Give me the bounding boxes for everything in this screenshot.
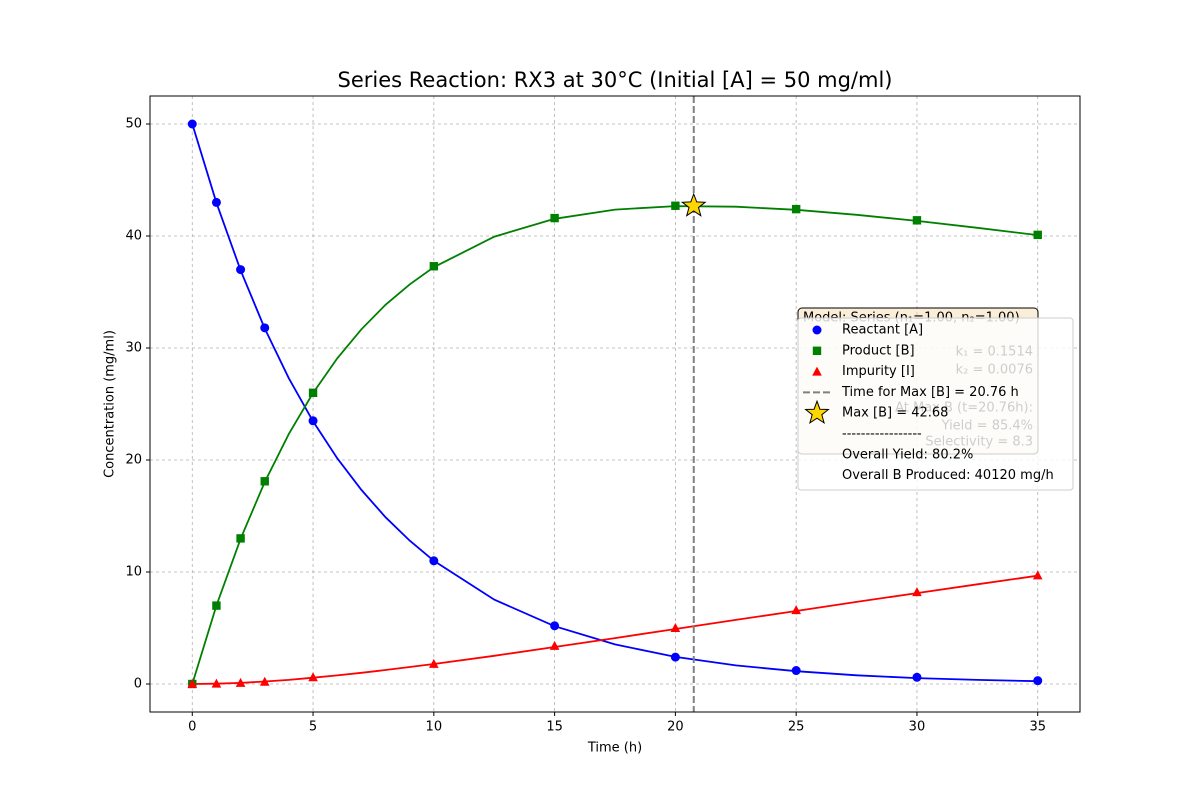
legend-note: Overall Yield: 80.2% — [842, 447, 973, 462]
marker-circle — [550, 621, 560, 631]
y-tick-label: 40 — [125, 229, 142, 244]
legend-label: Reactant [A] — [842, 323, 923, 338]
marker-square — [791, 204, 801, 214]
marker-square — [912, 216, 922, 225]
marker-triangle — [187, 679, 198, 688]
marker-square — [308, 388, 318, 397]
marker-triangle — [812, 366, 822, 376]
marker-circle — [791, 666, 801, 676]
marker-triangle — [912, 587, 922, 597]
legend-note: Overall B Produced: 40120 mg/h — [842, 468, 1054, 483]
marker-square — [812, 346, 822, 355]
plot-frame — [149, 95, 1081, 713]
marker-circle — [187, 119, 197, 129]
marker-circle — [670, 652, 680, 662]
marker-square — [429, 262, 439, 271]
x-axis-label: Time (h) — [587, 741, 642, 756]
marker-circle — [912, 672, 922, 682]
marker-triangle — [1032, 570, 1043, 580]
y-tick-label: 30 — [125, 341, 142, 356]
y-tick-label: 50 — [125, 117, 142, 132]
y-axis-label: Concentration (mg/ml) — [103, 330, 118, 478]
legend-note: ----------------- — [842, 427, 922, 442]
marker-triangle — [211, 678, 222, 688]
legend-box — [797, 317, 1074, 491]
legend-label: Time for Max [B] = 20.76 h — [841, 385, 1019, 400]
x-tick-label: 20 — [667, 720, 684, 735]
marker-circle — [260, 323, 270, 333]
legend-label: Impurity [I] — [842, 364, 915, 379]
x-tick-label: 0 — [188, 720, 196, 735]
legend-label: Product [B] — [842, 343, 915, 358]
marker-square — [1033, 230, 1042, 240]
marker-square — [550, 213, 559, 223]
marker-square — [212, 601, 221, 610]
x-tick-label: 10 — [426, 720, 443, 735]
legend-label: Max [B] = 42.68 — [842, 406, 948, 421]
marker-circle — [308, 416, 318, 426]
marker-triangle — [549, 640, 560, 650]
chart-title: Series Reaction: RX3 at 30°C (Initial [A… — [338, 68, 893, 92]
x-tick-label: 25 — [788, 720, 805, 735]
marker-triangle — [235, 677, 246, 687]
x-tick-label: 5 — [309, 720, 317, 735]
x-tick-label: 35 — [1029, 720, 1046, 735]
y-tick-label: 10 — [125, 565, 142, 580]
peak-star — [680, 192, 707, 217]
marker-circle — [429, 556, 439, 566]
y-tick-label: 0 — [134, 677, 142, 692]
marker-square — [260, 477, 269, 486]
marker-triangle — [670, 623, 681, 632]
marker-circle — [812, 325, 822, 335]
marker-triangle — [791, 605, 801, 615]
marker-triangle — [259, 676, 270, 686]
marker-triangle — [308, 672, 318, 682]
marker-square — [236, 534, 245, 543]
marker-triangle — [429, 658, 439, 668]
marker-circle — [211, 197, 221, 207]
y-tick-label: 20 — [125, 453, 142, 468]
x-tick-label: 30 — [909, 720, 926, 735]
marker-circle — [1033, 676, 1043, 686]
legend-star — [804, 399, 830, 425]
x-tick-label: 15 — [546, 720, 563, 735]
marker-square — [671, 201, 680, 210]
marker-circle — [236, 265, 246, 275]
